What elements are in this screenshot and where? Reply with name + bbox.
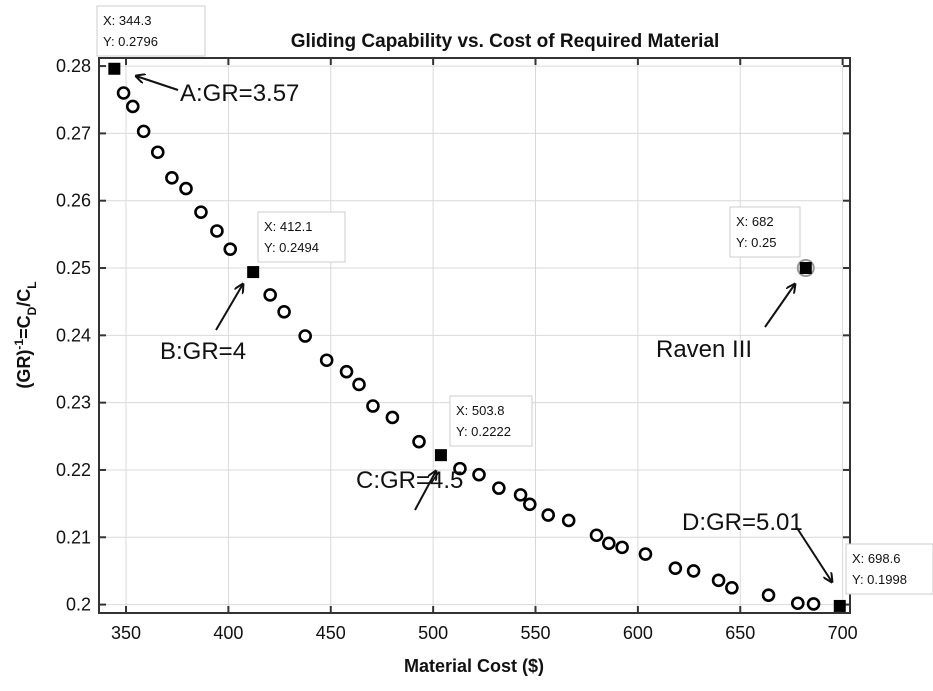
highlighted-points: X: 344.3 Y: 0.2796 A:GR=3.57 X: 412.1 Y: 0.2… xyxy=(96,5,933,612)
data-point xyxy=(615,540,629,555)
data-point xyxy=(602,536,616,551)
x-tick-label: 700 xyxy=(828,623,858,643)
data-point xyxy=(263,288,277,302)
highlight-square xyxy=(799,262,812,275)
highlight-square xyxy=(833,599,846,612)
datatip-box xyxy=(96,5,206,57)
y-tick-label: 0.21 xyxy=(56,527,91,547)
data-point xyxy=(453,461,467,476)
data-point xyxy=(352,377,366,392)
annotation-label: Raven III xyxy=(656,336,752,363)
data-point xyxy=(277,304,291,319)
data-point xyxy=(668,561,683,576)
data-point xyxy=(116,86,131,100)
data-point xyxy=(125,99,140,114)
data-point xyxy=(412,434,426,449)
annotation-arrow xyxy=(414,471,436,511)
y-tick-label: 0.28 xyxy=(56,56,91,76)
data-point xyxy=(513,488,528,502)
data-point xyxy=(589,528,604,543)
y-tick-label: 0.27 xyxy=(56,123,91,143)
annotation-label: C:GR=4.5 xyxy=(356,467,463,494)
annotation-label: A:GR=3.57 xyxy=(180,80,299,107)
datatip-box xyxy=(449,395,533,447)
data-point xyxy=(492,481,506,495)
datatip-x: X: 412.1 xyxy=(264,219,312,234)
highlight-d: X: 698.6 Y: 0.1998 D:GR=5.01 xyxy=(682,509,933,612)
highlight-b: X: 412.1 Y: 0.2494 B:GR=4 xyxy=(160,211,346,365)
highlight-raven: X: 682 Y: 0.25 Raven III xyxy=(656,206,815,363)
data-points xyxy=(116,86,821,611)
data-point xyxy=(790,596,805,611)
y-tick-label: 0.2 xyxy=(66,595,91,615)
datatip-y: Y: 0.2222 xyxy=(456,424,511,439)
data-point xyxy=(165,171,179,185)
chart-title: Gliding Capability vs. Cost of Required … xyxy=(291,31,720,52)
x-tick-label: 400 xyxy=(213,623,243,643)
data-point xyxy=(686,564,701,578)
annotation-label: D:GR=5.01 xyxy=(682,509,803,536)
x-tick-label: 650 xyxy=(725,623,755,643)
y-tick-label: 0.25 xyxy=(56,258,91,278)
data-point xyxy=(223,242,238,256)
y-tick-label: 0.26 xyxy=(56,191,91,211)
data-point xyxy=(319,353,334,368)
data-point xyxy=(806,597,821,611)
datatip-x: X: 503.8 xyxy=(456,403,504,418)
x-tick-label: 500 xyxy=(418,623,448,643)
y-tick-label: 0.24 xyxy=(56,325,91,345)
data-point xyxy=(385,410,400,425)
annotation-label: B:GR=4 xyxy=(160,338,246,365)
highlight-square xyxy=(247,266,260,279)
datatip-y: Y: 0.2796 xyxy=(103,34,158,49)
data-point xyxy=(136,124,151,139)
data-point xyxy=(339,364,354,379)
data-point xyxy=(298,329,312,343)
datatip-x: X: 698.6 xyxy=(852,551,900,566)
data-point xyxy=(150,145,165,160)
data-point xyxy=(711,573,726,588)
annotation-arrow xyxy=(796,527,832,582)
data-point xyxy=(725,580,739,595)
datatip-box xyxy=(729,206,801,258)
x-tick-label: 550 xyxy=(520,623,550,643)
x-tick-label: 350 xyxy=(111,623,141,643)
axis-ticks: 350 400 450 500 550 600 650 700 0.2 0.21 0.22 0.23 0… xyxy=(56,56,858,643)
annotation-arrow xyxy=(136,76,179,91)
data-point xyxy=(638,547,653,561)
raven-marker-ring xyxy=(796,259,815,278)
grid-lines xyxy=(99,58,850,613)
highlight-a: X: 344.3 Y: 0.2796 A:GR=3.57 xyxy=(96,5,299,107)
x-tick-label: 450 xyxy=(316,623,346,643)
datatip-box xyxy=(257,211,346,263)
y-tick-label: 0.22 xyxy=(56,460,91,480)
data-point xyxy=(522,497,537,512)
data-point xyxy=(472,467,486,482)
datatip-x: X: 344.3 xyxy=(103,13,151,28)
highlight-c: X: 503.8 Y: 0.2222 C:GR=4.5 xyxy=(356,395,533,511)
data-point xyxy=(366,399,380,413)
data-point xyxy=(561,513,576,528)
data-point xyxy=(210,224,224,238)
x-tick-label: 600 xyxy=(623,623,653,643)
datatip-x: X: 682 xyxy=(736,214,774,229)
highlight-square xyxy=(434,449,447,462)
data-point xyxy=(194,205,208,219)
annotation-arrow xyxy=(764,284,795,328)
y-axis-label: (GR)-1=CD/CL xyxy=(12,281,39,388)
data-point xyxy=(761,588,776,602)
y-tick-label: 0.23 xyxy=(56,393,91,413)
data-point xyxy=(541,508,556,522)
datatip-box xyxy=(845,543,933,595)
data-point xyxy=(179,181,193,196)
datatip-y: Y: 0.25 xyxy=(736,235,776,250)
highlight-square xyxy=(108,62,121,75)
datatip-y: Y: 0.1998 xyxy=(852,572,907,587)
plot-frame xyxy=(98,57,851,614)
x-axis-label: Material Cost ($) xyxy=(404,656,544,676)
datatip-y: Y: 0.2494 xyxy=(264,240,319,255)
annotation-arrow xyxy=(215,284,243,331)
